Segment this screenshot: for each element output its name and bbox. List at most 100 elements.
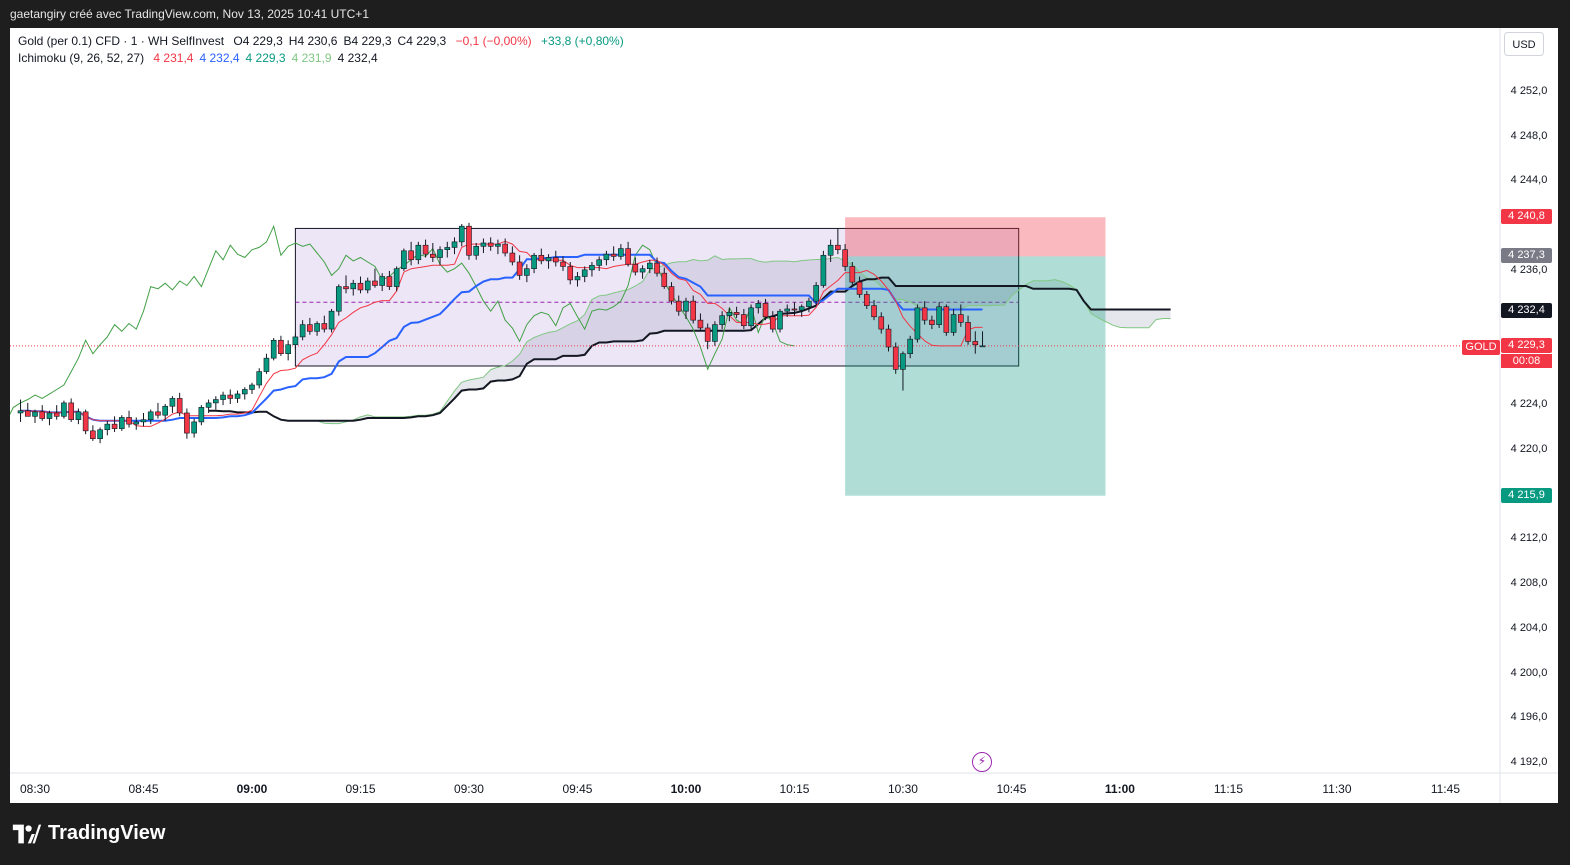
candle	[654, 257, 660, 277]
candle	[849, 261, 856, 287]
candle	[943, 304, 950, 336]
candle	[683, 297, 689, 320]
candle	[104, 420, 111, 436]
candle	[487, 237, 494, 251]
candle	[285, 340, 291, 361]
candle	[835, 228, 841, 255]
candle	[386, 270, 393, 290]
price-tick-label: 4 204,0	[1510, 621, 1548, 634]
candle	[401, 248, 407, 271]
candle	[871, 300, 877, 321]
candle	[581, 266, 588, 283]
candle	[176, 392, 183, 417]
currency-button[interactable]: USD	[1504, 32, 1544, 56]
time-tick-label: 10:30	[887, 782, 918, 796]
time-tick-label: 11:00	[1104, 782, 1135, 796]
time-tick-label: 10:45	[996, 782, 1027, 796]
symbol-name[interactable]: Gold (per 0.1) CFD · 1 · WH SelfInvest	[18, 34, 225, 48]
candle	[133, 417, 140, 430]
candle	[314, 321, 320, 336]
price-tick-label: 4 200,0	[1510, 666, 1548, 679]
symbol-legend[interactable]: Gold (per 0.1) CFD · 1 · WH SelfInvest O…	[18, 34, 630, 48]
ohlc-b: B4 229,3	[343, 34, 392, 48]
time-tick-label: 08:45	[128, 782, 159, 796]
candle	[524, 264, 530, 283]
tradingview-logo-icon	[12, 824, 42, 843]
candle	[184, 408, 190, 439]
time-tick-label: 09:45	[562, 782, 593, 796]
candle	[328, 308, 335, 333]
candle	[726, 307, 733, 322]
time-tick-label: 09:30	[453, 782, 484, 796]
senkou-span-b-line	[208, 276, 1171, 422]
kijun-sen-line	[20, 253, 983, 422]
candle	[856, 276, 863, 298]
lightning-icon[interactable]: ⚡	[972, 752, 992, 772]
candle	[32, 409, 38, 424]
candle	[545, 254, 552, 269]
candle	[292, 333, 299, 350]
candle	[299, 320, 306, 341]
indicator-value: 4 231,4	[153, 51, 194, 65]
candle	[111, 416, 118, 432]
candle	[502, 238, 508, 257]
candle	[307, 317, 313, 335]
candle	[639, 265, 646, 279]
price-tick-label: 4 208,0	[1510, 577, 1548, 590]
candle	[755, 300, 762, 314]
candle	[46, 410, 53, 426]
candle	[863, 291, 870, 309]
chart-frame[interactable]: Gold (per 0.1) CFD · 1 · WH SelfInvest O…	[10, 28, 1558, 803]
candle	[205, 399, 212, 413]
candle	[589, 261, 595, 277]
ohlc-values: O4 229,3 H4 230,6 B4 229,3 C4 229,3	[233, 34, 452, 48]
candle	[603, 250, 610, 266]
price-tick-label: 4 244,0	[1510, 174, 1548, 187]
candle	[437, 246, 443, 266]
indicator-legend[interactable]: Ichimoku (9, 26, 52, 27) 4 231,4 4 232,4 4…	[18, 51, 384, 65]
candle	[798, 304, 805, 317]
candle	[661, 267, 668, 289]
candle	[885, 324, 892, 352]
price-tick-label: 4 252,0	[1510, 85, 1548, 97]
candle	[979, 331, 986, 348]
candle	[712, 321, 718, 346]
candle	[791, 302, 798, 316]
candle	[748, 304, 754, 330]
candle	[227, 389, 234, 405]
candle	[480, 238, 487, 254]
candle	[39, 405, 46, 421]
indicator-name[interactable]: Ichimoku (9, 26, 52, 27)	[18, 51, 145, 65]
candle	[784, 304, 791, 317]
indicator-value: 4 231,9	[291, 51, 332, 65]
entry-price-tag: 4 237,3	[1501, 248, 1552, 264]
stop-loss-zone	[845, 217, 1106, 257]
tradingview-logo[interactable]: TradingView	[12, 822, 165, 845]
candle	[379, 273, 385, 292]
candle	[169, 396, 176, 413]
candle	[647, 259, 653, 274]
kijun-price-tag: 4 232,4	[1501, 303, 1552, 319]
candle	[921, 301, 928, 325]
candle	[256, 368, 263, 389]
candle	[364, 277, 371, 294]
ichimoku-cloud	[208, 255, 1171, 424]
candle	[350, 279, 357, 296]
candle	[191, 418, 197, 438]
candle	[97, 427, 103, 444]
candle	[675, 295, 682, 316]
candle	[668, 282, 675, 305]
candle	[140, 412, 147, 427]
chart-canvas[interactable]	[10, 28, 1558, 803]
time-tick-label: 09:15	[345, 782, 376, 796]
candle	[632, 257, 639, 276]
price-tick-label: 4 224,0	[1510, 398, 1548, 411]
candle	[82, 409, 89, 435]
candle	[950, 308, 957, 336]
attribution-text: gaetangiry créé avec TradingView.com, No…	[10, 7, 369, 21]
candle	[813, 282, 819, 305]
senkou-span-a-line	[208, 255, 1171, 425]
indicator-value: 4 232,4	[337, 51, 378, 65]
candle	[68, 398, 74, 422]
candle	[343, 275, 349, 294]
